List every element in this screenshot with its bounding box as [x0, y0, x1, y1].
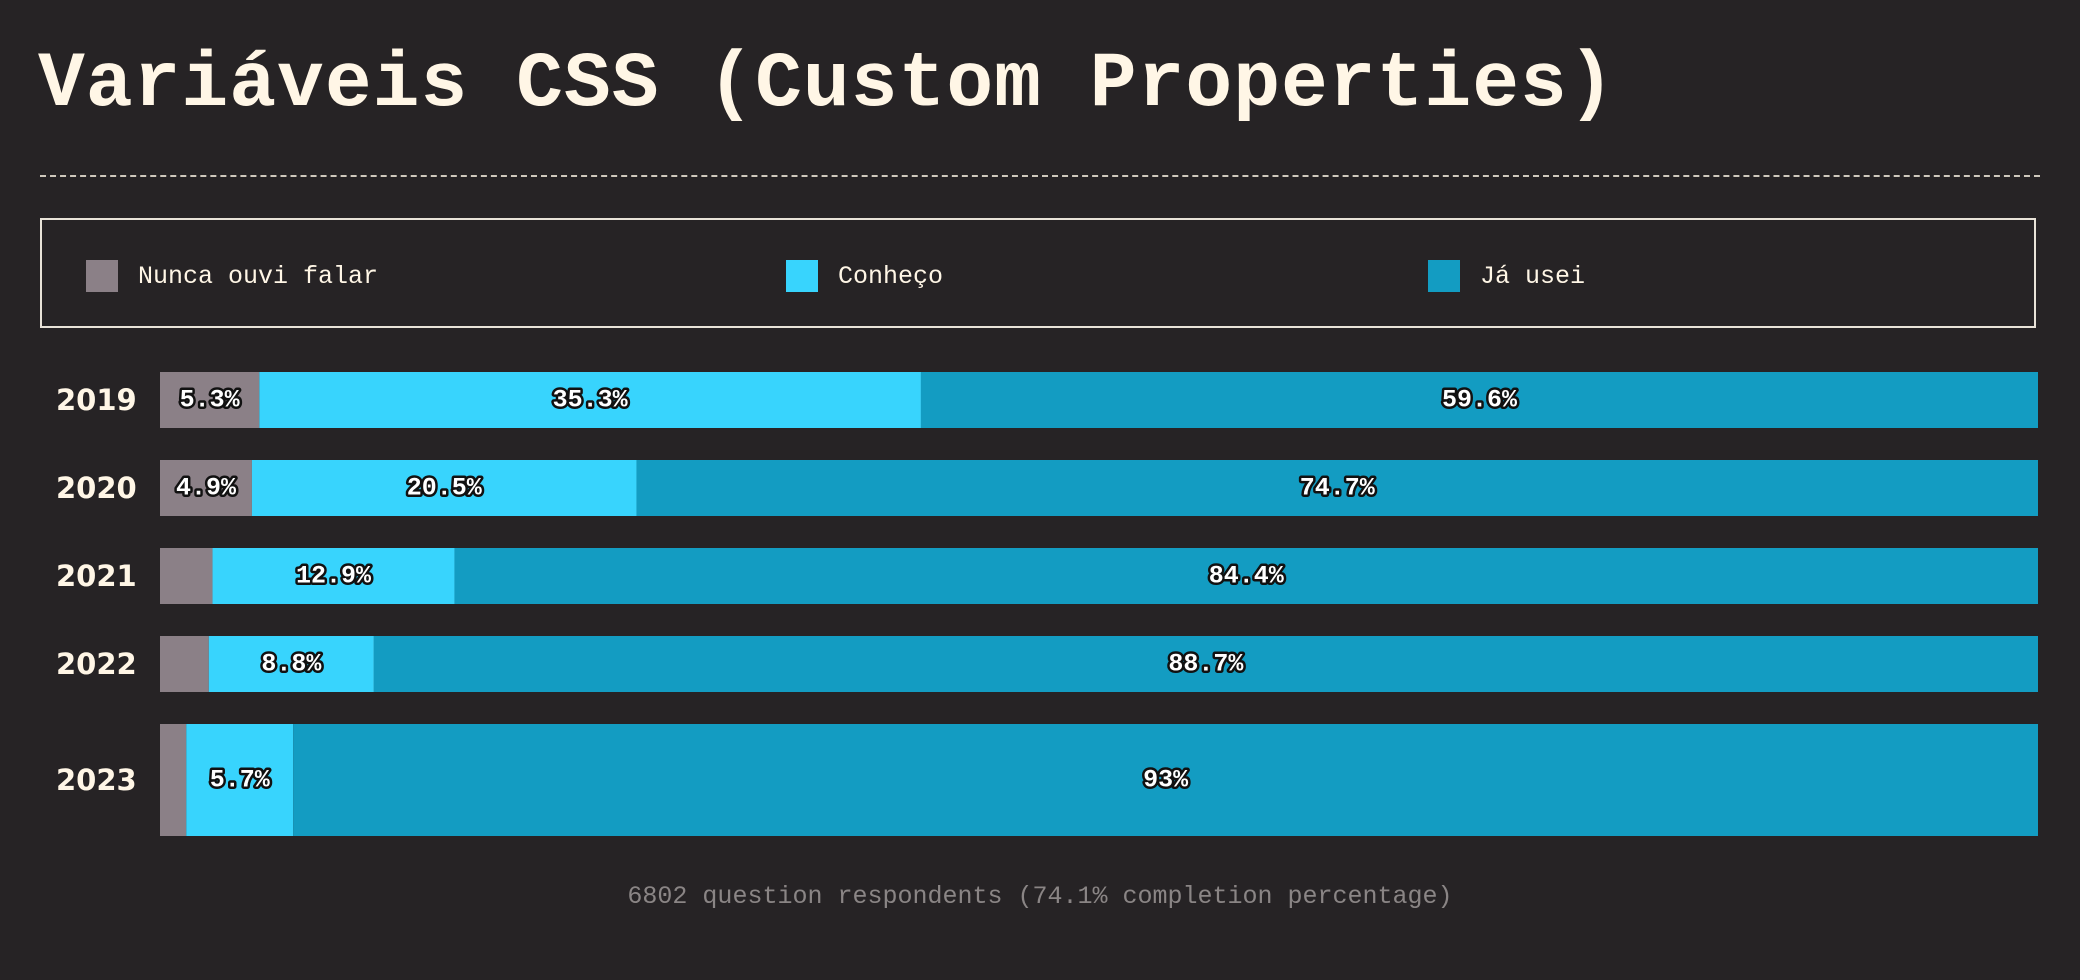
stacked-bar-chart: 2019 5.3% 35.3% 59.6% 2020 4.9% 20.5% 74.7% 2021…	[56, 372, 2039, 836]
data-label-2020-1: 20.5%	[407, 474, 483, 503]
bar-segment-2019-2[interactable]	[920, 372, 2039, 428]
legend: Nunca ouvi falar Conheço Já usei	[40, 218, 2036, 328]
chart-title: Variáveis CSS (Custom Properties)	[38, 41, 1616, 129]
bar-segment-2021-2[interactable]	[454, 548, 2038, 604]
bar-segment-2023-1[interactable]	[186, 724, 294, 836]
legend-label-ja-usei: Já usei	[1480, 261, 1586, 291]
bar-segment-2019-0[interactable]	[160, 372, 260, 428]
bar-segment-2023-0[interactable]	[160, 724, 187, 836]
bar-segment-2019-1[interactable]	[259, 372, 921, 428]
data-label-2019-1: 35.3%	[553, 386, 629, 415]
legend-label-nunca-ouvi-falar: Nunca ouvi falar	[138, 261, 379, 291]
legend-swatch-ja-usei	[1428, 260, 1460, 292]
legend-item-ja-usei[interactable]: Já usei	[1428, 260, 1585, 292]
legend-item-conheco[interactable]: Conheço	[786, 260, 943, 292]
legend-swatch-conheco	[786, 260, 818, 292]
legend-item-nunca-ouvi-falar[interactable]: Nunca ouvi falar	[86, 260, 378, 292]
data-label-2023-2: 93%	[1143, 766, 1189, 795]
respondents-note: 6802 question respondents (74.1% complet…	[627, 882, 1453, 911]
bar-segment-2020-1[interactable]	[251, 460, 637, 516]
category-label-2022: 2022	[56, 647, 137, 681]
title-divider	[40, 175, 2040, 177]
data-label-2023-1: 5.7%	[210, 766, 271, 795]
bar-segment-2021-1[interactable]	[212, 548, 455, 604]
bar-segment-2023-2[interactable]	[293, 724, 2038, 836]
legend-swatch-nunca-ouvi-falar	[86, 260, 118, 292]
legend-label-conheco: Conheço	[838, 261, 944, 291]
data-label-2019-2: 59.6%	[1442, 386, 1518, 415]
data-label-2019-0: 5.3%	[180, 386, 241, 415]
bar-segment-2022-1[interactable]	[208, 636, 374, 692]
data-label-2020-2: 74.7%	[1300, 474, 1376, 503]
category-label-2021: 2021	[56, 559, 137, 593]
data-label-2022-2: 88.7%	[1168, 650, 1244, 679]
category-label-2023: 2023	[56, 763, 137, 797]
category-label-2019: 2019	[56, 383, 137, 417]
data-label-2020-0: 4.9%	[176, 474, 237, 503]
bar-segment-2020-0[interactable]	[160, 460, 252, 516]
data-label-2021-2: 84.4%	[1209, 562, 1285, 591]
bar-segment-2021-0[interactable]	[160, 548, 213, 604]
category-label-2020: 2020	[56, 471, 137, 505]
data-label-2021-1: 12.9%	[296, 562, 372, 591]
data-label-2022-1: 8.8%	[261, 650, 322, 679]
bar-segment-2022-0[interactable]	[160, 636, 209, 692]
bar-segment-2022-2[interactable]	[373, 636, 2038, 692]
bar-segment-2020-2[interactable]	[636, 460, 2039, 516]
